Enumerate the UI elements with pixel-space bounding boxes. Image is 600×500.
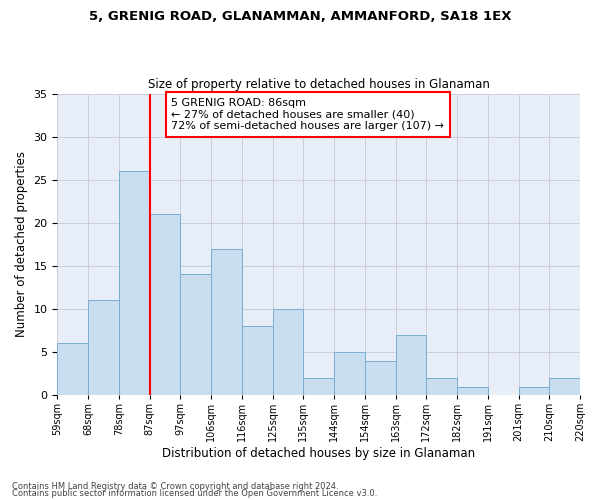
Bar [272,309,304,395]
Bar [395,335,426,395]
Bar [242,326,272,395]
Bar [549,378,580,395]
Bar [149,214,181,395]
Bar [334,352,365,395]
Bar [211,248,242,395]
Bar [518,386,549,395]
Bar [58,344,88,395]
Bar [88,300,119,395]
Bar [304,378,334,395]
Text: 5, GRENIG ROAD, GLANAMMAN, AMMANFORD, SA18 1EX: 5, GRENIG ROAD, GLANAMMAN, AMMANFORD, SA… [89,10,511,23]
X-axis label: Distribution of detached houses by size in Glanaman: Distribution of detached houses by size … [162,447,475,460]
Bar [181,274,211,395]
Bar [365,360,395,395]
Bar [457,386,488,395]
Y-axis label: Number of detached properties: Number of detached properties [15,152,28,338]
Text: 5 GRENIG ROAD: 86sqm
← 27% of detached houses are smaller (40)
72% of semi-detac: 5 GRENIG ROAD: 86sqm ← 27% of detached h… [171,98,444,131]
Bar [119,171,149,395]
Text: Contains HM Land Registry data © Crown copyright and database right 2024.: Contains HM Land Registry data © Crown c… [12,482,338,491]
Title: Size of property relative to detached houses in Glanaman: Size of property relative to detached ho… [148,78,490,91]
Bar [426,378,457,395]
Text: Contains public sector information licensed under the Open Government Licence v3: Contains public sector information licen… [12,490,377,498]
